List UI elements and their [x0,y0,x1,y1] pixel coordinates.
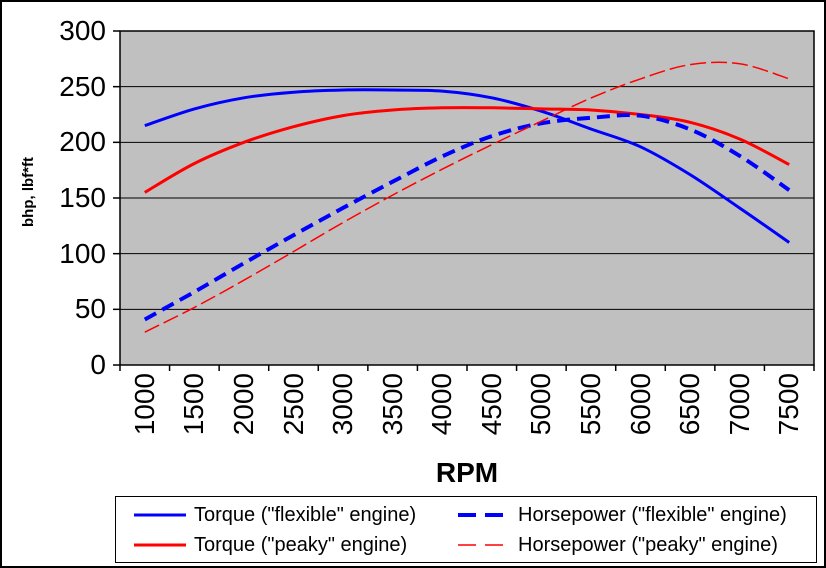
x-axis-tick-label: 1000 [128,373,160,436]
series-line-2 [144,106,790,194]
legend-line-sample [134,543,186,547]
series-line-1 [143,113,791,322]
legend-label: Torque ("flexible" engine) [194,503,417,526]
x-axis-title: RPM [435,457,499,488]
y-axis-tick-label: 0 [90,349,106,380]
legend-item-2: Torque ("peaky" engine) [116,534,456,557]
tick-marks [113,30,815,371]
legend-label: Horsepower ("flexible" engine) [518,503,787,526]
legend-line-sample [134,513,186,517]
y-axis-tick-label: 150 [59,182,106,213]
y-axis-tick-label: 50 [74,293,106,325]
chart-legend: Torque ("flexible" engine) Horsepower ("f… [115,496,817,563]
y-axis-tick-label: 100 [59,237,106,269]
legend-item-0: Torque ("flexible" engine) [116,504,456,527]
legend-label: Torque ("peaky" engine) [194,533,408,556]
x-axis-tick-label: 6500 [674,373,706,436]
x-axis-tick-label: 7500 [773,373,805,436]
y-axis-tick-label: 300 [59,15,106,46]
x-axis-tick-label: 5500 [574,373,606,436]
x-axis-tick-label: 7000 [723,373,755,436]
y-axis-title: bhp, lbf*ft [20,157,37,227]
x-axis-tick-label: 1500 [178,373,210,436]
x-axis-tick-label: 3000 [327,373,359,436]
series-line-0 [144,88,791,244]
x-axis-tick-label: 3500 [376,373,408,436]
gridlines [120,86,814,310]
series-line-3 [144,61,790,333]
legend-label: Horsepower ("peaky" engine) [518,533,778,556]
y-axis-tick-label: 200 [59,126,106,158]
x-axis-tick-label: 5000 [525,373,557,436]
legend-line-sample [458,544,510,546]
series-lines [143,61,791,333]
x-axis-tick-label: 4500 [475,373,507,436]
x-axis-tick-label: 4000 [426,373,458,436]
legend-item-1: Horsepower ("flexible" engine) [456,504,816,527]
y-axis-tick-label: 250 [59,70,106,102]
x-axis-tick-label: 2000 [227,373,259,436]
plot-area [113,30,815,371]
x-axis-tick-label: 6000 [624,373,656,436]
legend-line-sample [458,513,510,517]
legend-item-3: Horsepower ("peaky" engine) [456,534,816,557]
x-axis-tick-label: 2500 [277,373,309,436]
